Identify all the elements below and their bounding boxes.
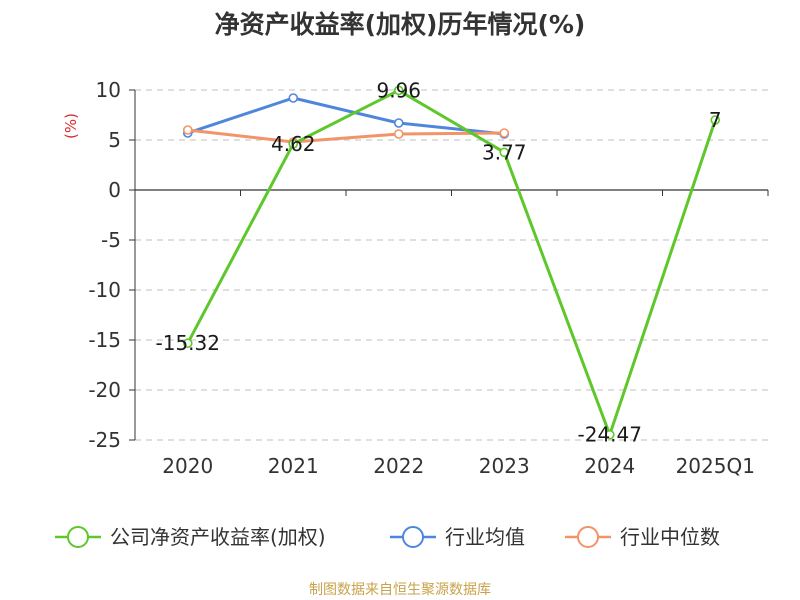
data-source-note: 制图数据来自恒生聚源数据库 <box>309 582 491 598</box>
y-tick-label: 0 <box>108 178 121 202</box>
x-tick-label: 2022 <box>373 454 424 478</box>
data-label: -15.32 <box>156 331 220 355</box>
data-label: 3.77 <box>482 140 527 164</box>
x-tick-label: 2020 <box>162 454 213 478</box>
data-point <box>182 338 193 349</box>
data-point <box>393 85 404 96</box>
data-point <box>393 118 404 128</box>
legend[interactable]: 公司净资产收益率(加权) 行业均值 行业中位数 <box>55 525 720 549</box>
legend-label: 行业均值 <box>445 525 525 549</box>
data-label: 9.96 <box>376 78 421 102</box>
data-labels: -15.32 4.62 9.96 3.77 -24.47 7 <box>156 78 722 446</box>
series-line <box>187 96 505 136</box>
data-point <box>182 125 193 135</box>
data-point <box>288 139 299 149</box>
data-point <box>499 128 510 138</box>
y-axis-unit: (%) <box>62 113 80 139</box>
legend-marker <box>67 526 89 548</box>
data-label: -24.47 <box>578 423 642 447</box>
y-tick-label: -5 <box>101 228 121 252</box>
legend-marker <box>577 526 599 548</box>
y-tick-label: -25 <box>88 428 121 452</box>
series-lines <box>182 85 721 440</box>
data-point <box>393 129 404 139</box>
y-tick-label: -10 <box>88 278 121 302</box>
x-tick-label: 2024 <box>584 454 635 478</box>
data-label: 4.62 <box>271 132 316 156</box>
y-tick-label: 5 <box>108 128 121 152</box>
chart-title: 净资产收益率(加权)历年情况(%) <box>215 10 586 39</box>
x-axis: 2020 2021 2022 2023 2024 2025Q1 <box>134 90 769 478</box>
y-tick-label: -15 <box>88 328 121 352</box>
data-point <box>604 429 615 440</box>
y-tick-label: 10 <box>96 78 121 102</box>
legend-marker <box>402 526 424 548</box>
x-tick-label: 2023 <box>479 454 530 478</box>
x-tick-label: 2021 <box>268 454 319 478</box>
data-point <box>499 147 510 158</box>
series-line <box>187 128 505 144</box>
data-point <box>288 93 299 103</box>
legend-label: 行业中位数 <box>620 525 720 549</box>
y-axis-ticks: 10 5 0 -5 -10 -15 -20 -25 <box>88 78 135 452</box>
legend-label: 公司净资产收益率(加权) <box>110 525 326 549</box>
data-label: 7 <box>709 108 722 132</box>
data-point <box>710 115 721 125</box>
series-line <box>186 88 717 437</box>
x-tick-label: 2025Q1 <box>676 454 755 478</box>
y-tick-label: -20 <box>88 378 121 402</box>
